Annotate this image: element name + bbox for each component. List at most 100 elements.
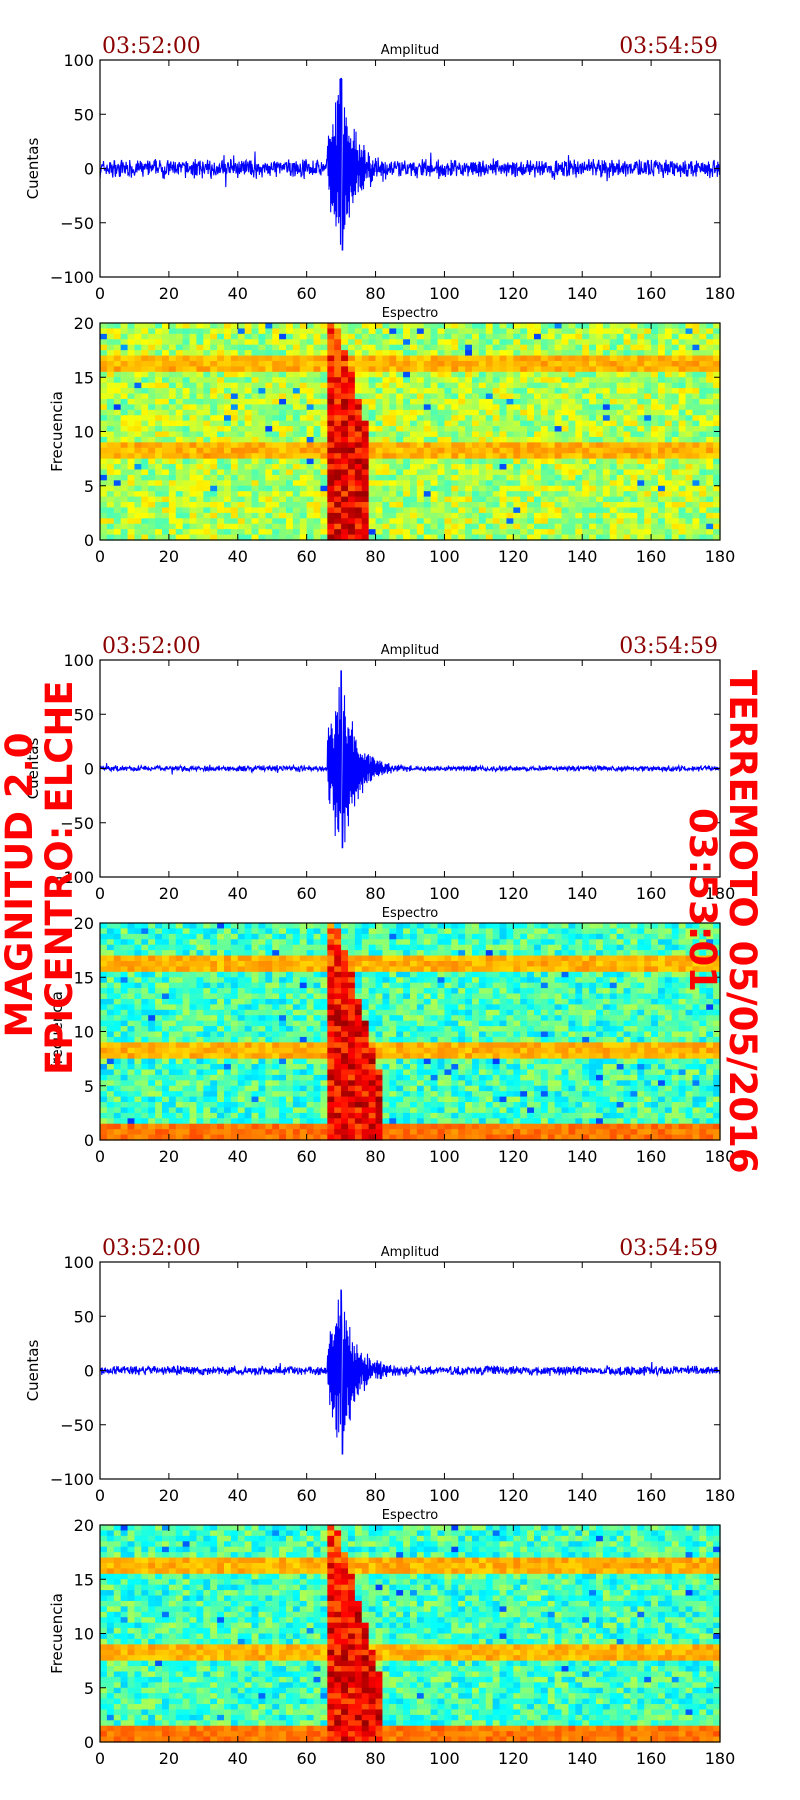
panel-5: 0 20 40 60 80 100 120 140 160 180 100 50 0 −50 −100 Amp… [24, 1236, 735, 1505]
x-tick-label: 180 [705, 1147, 736, 1166]
panel-1: 0 20 40 60 80 100 120 140 160 180 100 50 0 −50 −100 Amp… [24, 34, 735, 303]
x-tick-label: 140 [567, 1749, 598, 1768]
panel-6: 0 20 40 60 80 100 120 140 160 180 20 15 10 5 0 Espectro… [48, 1508, 735, 1768]
spectrogram-cells [100, 1525, 721, 1743]
x-tick-label: 20 [159, 284, 179, 303]
y-tick-label: 0 [84, 1733, 94, 1752]
x-tick-label: 0 [95, 884, 105, 903]
x-tick-label: 60 [296, 1147, 316, 1166]
y-tick-label: 50 [74, 1307, 94, 1326]
y-tick-label: 20 [74, 314, 94, 333]
plot-frame [99, 322, 721, 541]
x-tick-label: 20 [159, 1749, 179, 1768]
x-tick-label: 100 [429, 1749, 460, 1768]
x-tick-label: 0 [95, 547, 105, 566]
y-tick-label: 0 [84, 1131, 94, 1150]
y-tick-label: 15 [74, 368, 94, 387]
earthquake-magnitude-annotation: MAGNITUD 2.0 EPICENTRO: ELCHE [0, 680, 81, 1075]
x-tick-label: 160 [636, 1749, 667, 1768]
y-tick-label: −100 [50, 268, 94, 287]
x-tick-label: 100 [429, 284, 460, 303]
x-tick-label: 160 [636, 547, 667, 566]
y-tick-label: 10 [74, 423, 94, 442]
x-tick-label: 140 [567, 884, 598, 903]
time-start-label: 03:52:00 [102, 34, 201, 59]
x-tick-label: 20 [159, 547, 179, 566]
x-tick-label: 160 [636, 1486, 667, 1505]
y-axis-label: Cuentas [24, 738, 42, 800]
panel-title: Amplitud [381, 43, 440, 58]
x-tick-label: 100 [429, 1147, 460, 1166]
x-tick-label: 60 [296, 284, 316, 303]
x-tick-label: 80 [365, 884, 385, 903]
x-tick-label: 40 [228, 547, 248, 566]
time-end-label: 03:54:59 [619, 634, 718, 659]
x-tick-label: 120 [498, 884, 529, 903]
x-tick-label: 40 [228, 1147, 248, 1166]
panel-2: 0 20 40 60 80 100 120 140 160 180 20 15 10 5 0 Espectro… [48, 306, 735, 566]
x-tick-label: 20 [159, 1147, 179, 1166]
y-tick-label: −50 [60, 214, 94, 233]
plot-frame [99, 922, 721, 1141]
y-tick-label: −100 [50, 868, 94, 887]
y-tick-label: 0 [84, 531, 94, 550]
x-tick-label: 80 [365, 1486, 385, 1505]
amplitude-trace [100, 1289, 720, 1455]
x-tick-label: 100 [429, 547, 460, 566]
x-tick-label: 40 [228, 884, 248, 903]
earthquake-date-annotation: TERREMOTO 05/05/2016 03:53:01 [681, 670, 764, 1174]
x-tick-label: 80 [365, 1147, 385, 1166]
y-tick-label: 20 [74, 1516, 94, 1535]
x-tick-label: 140 [567, 284, 598, 303]
x-tick-label: 120 [498, 1749, 529, 1768]
y-tick-label: 0 [84, 160, 94, 179]
y-axis-label: Frecuencia [48, 1593, 66, 1674]
x-tick-label: 120 [498, 1147, 529, 1166]
amplitude-trace [100, 670, 720, 849]
plot-frame [99, 1261, 721, 1480]
x-tick-label: 120 [498, 1486, 529, 1505]
time-end-label: 03:54:59 [619, 1236, 718, 1261]
y-tick-label: −50 [60, 1416, 94, 1435]
y-tick-label: 15 [74, 968, 94, 987]
x-tick-label: 160 [636, 1147, 667, 1166]
x-tick-label: 60 [296, 547, 316, 566]
panel-title: Amplitud [381, 1245, 440, 1260]
x-tick-label: 120 [498, 284, 529, 303]
x-tick-label: 20 [159, 1486, 179, 1505]
x-tick-label: 0 [95, 1147, 105, 1166]
time-start-label: 03:52:00 [102, 634, 201, 659]
y-axis-label: Frecuencia [48, 391, 66, 472]
x-tick-label: 60 [296, 1486, 316, 1505]
x-tick-label: 80 [365, 547, 385, 566]
y-axis-label: Cuentas [24, 1340, 42, 1402]
x-tick-label: 40 [228, 1486, 248, 1505]
x-tick-label: 140 [567, 1147, 598, 1166]
magnitude-label: MAGNITUD 2.0 [0, 732, 41, 1038]
x-tick-label: 80 [365, 284, 385, 303]
x-tick-label: 180 [705, 1749, 736, 1768]
plot-frame [99, 1524, 721, 1743]
x-tick-label: 140 [567, 1486, 598, 1505]
time-end-label: 03:54:59 [619, 34, 718, 59]
x-tick-label: 0 [95, 1749, 105, 1768]
x-tick-label: 60 [296, 1749, 316, 1768]
x-tick-label: 100 [429, 1486, 460, 1505]
x-tick-label: 0 [95, 1486, 105, 1505]
x-tick-label: 120 [498, 547, 529, 566]
panel-title: Espectro [382, 306, 439, 321]
plot-frame [99, 659, 721, 878]
y-tick-label: 50 [74, 105, 94, 124]
y-tick-label: −50 [60, 814, 94, 833]
x-tick-label: 40 [228, 284, 248, 303]
x-tick-label: 180 [705, 547, 736, 566]
x-tick-label: 160 [636, 284, 667, 303]
spectrogram-cells [100, 323, 721, 541]
x-tick-label: 140 [567, 547, 598, 566]
y-axis-label: Cuentas [24, 138, 42, 200]
time-start-label: 03:52:00 [102, 1236, 201, 1261]
x-tick-label: 180 [705, 284, 736, 303]
y-tick-label: 15 [74, 1570, 94, 1589]
plot-frame [99, 59, 721, 278]
earthquake-title: TERREMOTO 05/05/2016 [721, 670, 764, 1174]
